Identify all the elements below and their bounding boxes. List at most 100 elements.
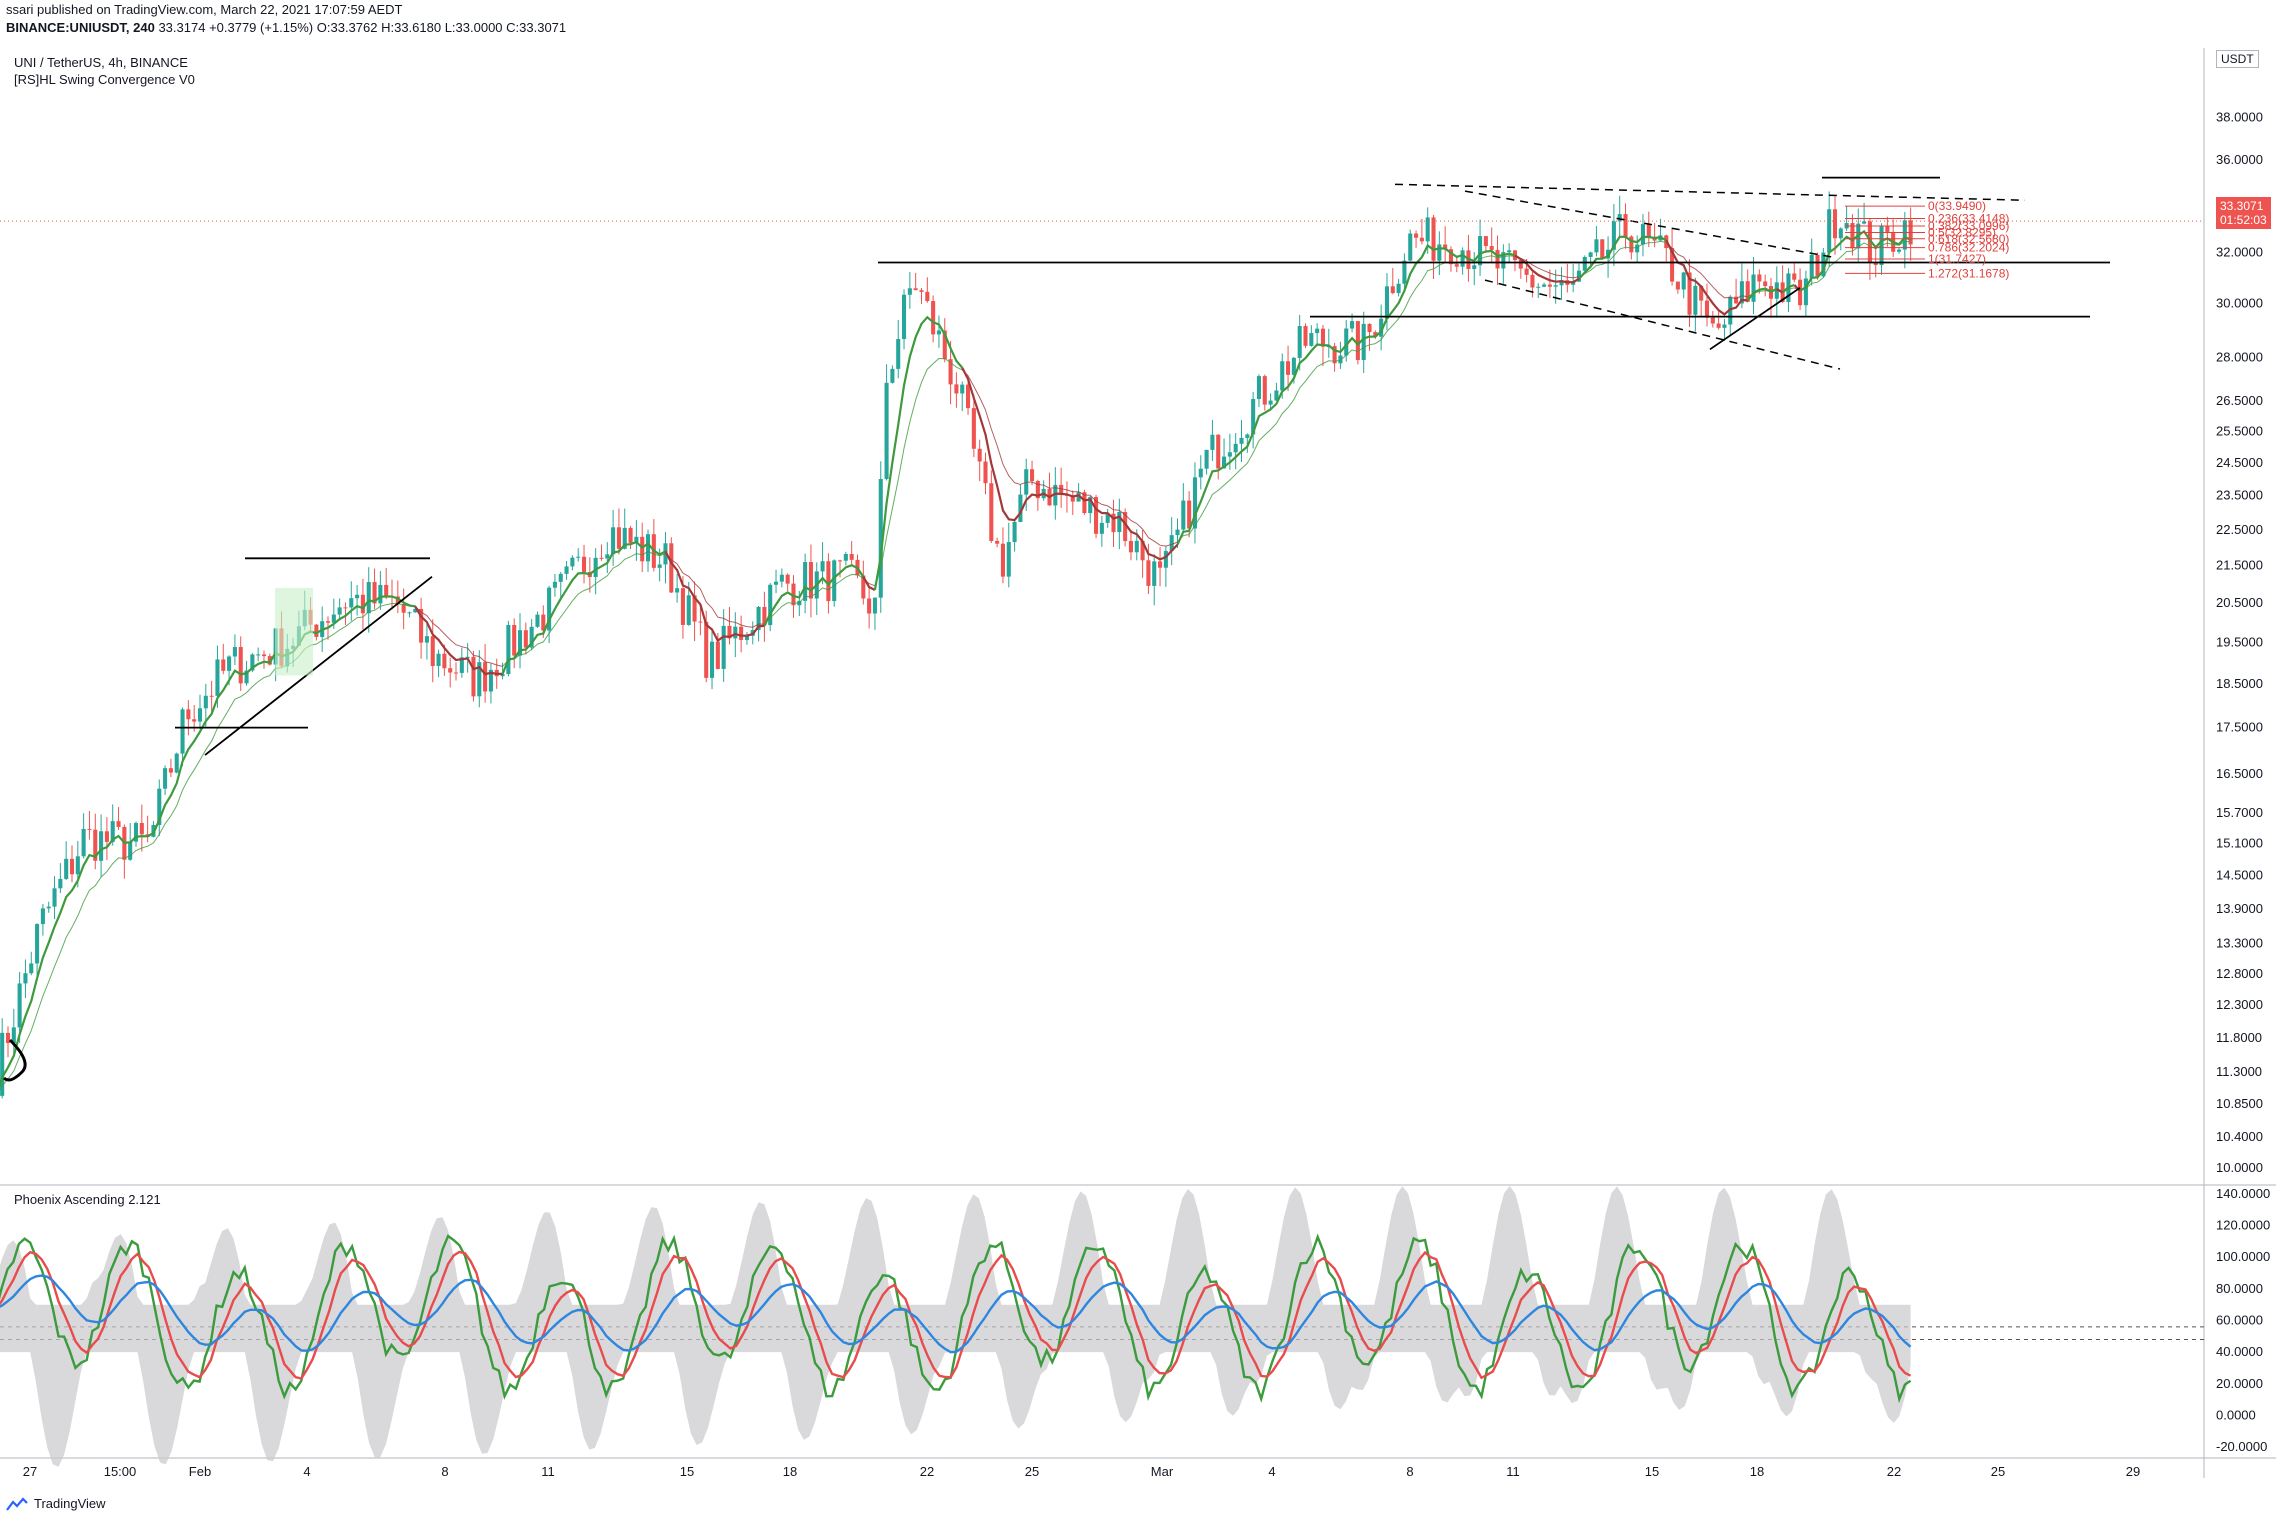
candle-body <box>1611 221 1616 250</box>
time-tick-label: 8 <box>441 1464 448 1479</box>
candle-body <box>692 595 697 622</box>
candle-body <box>40 908 45 925</box>
candle-body <box>1734 296 1739 304</box>
candle-body <box>1704 300 1710 318</box>
candle-body <box>1448 249 1454 265</box>
currency-unit-badge[interactable]: USDT <box>2216 50 2259 68</box>
candle-body <box>1873 262 1878 266</box>
candle-body <box>1088 497 1093 514</box>
time-tick-label: 27 <box>23 1464 37 1479</box>
candle-body <box>1291 357 1296 375</box>
drawings <box>2 176 2110 1082</box>
candle-body <box>1035 481 1040 499</box>
candle-body <box>686 595 691 625</box>
candle-body <box>791 583 796 606</box>
ma-slow-line <box>1799 240 1911 291</box>
candle-body <box>611 527 616 555</box>
symbol-label: BINANCE:UNIUSDT, 240 <box>6 20 155 35</box>
time-tick-label: 4 <box>303 1464 310 1479</box>
candle-body <box>599 557 604 559</box>
candle-body <box>785 574 790 584</box>
time-tick-label: Feb <box>189 1464 211 1479</box>
tradingview-logo-icon <box>6 1496 28 1511</box>
candle-body <box>768 584 773 626</box>
candle-body <box>227 656 232 671</box>
candle-body <box>1710 317 1715 324</box>
candle-body <box>203 695 208 709</box>
candle-body <box>1018 494 1023 522</box>
trend-line <box>204 575 433 756</box>
candle-body <box>1675 281 1680 290</box>
candle-body <box>744 635 749 640</box>
price-tick-label: 30.0000 <box>2216 295 2263 310</box>
candle-body <box>384 584 389 596</box>
candle-body <box>1216 434 1221 469</box>
fib-level-label: 0.618(32.5680) <box>1928 232 2009 246</box>
candle-body <box>1094 497 1099 534</box>
candle-body <box>244 670 249 684</box>
candle-body <box>29 963 34 974</box>
candle-body <box>971 408 976 449</box>
candle-body <box>337 607 342 615</box>
candle-body <box>593 557 598 578</box>
oscillator-axis: 140.0000 120.0000 100.0000 80.0000 60.0000 40… <box>0 1186 2270 1454</box>
candle-body <box>1809 254 1814 279</box>
price-tick-label: 38.0000 <box>2216 109 2263 124</box>
price-tick-label: 11.8000 <box>2216 1030 2262 1045</box>
price-tick-label: 14.5000 <box>2216 868 2263 883</box>
candle-body <box>395 596 400 604</box>
time-tick-label: 8 <box>1406 1464 1413 1479</box>
candle-body <box>314 624 319 638</box>
candle-body <box>902 294 907 340</box>
candle-body <box>1798 279 1803 306</box>
candle-body <box>1902 220 1907 250</box>
candle-body <box>1396 283 1401 294</box>
candle-body <box>826 561 831 602</box>
candle-body <box>989 483 994 541</box>
candle-body <box>331 614 336 623</box>
candle-body <box>739 626 744 640</box>
candle-body <box>919 290 924 292</box>
price-tick-label: 32.0000 <box>2216 245 2263 260</box>
candle-body <box>1128 541 1133 553</box>
candle-body <box>1827 209 1832 253</box>
candle-body <box>680 588 685 625</box>
publish-text: ssari published on TradingView.com, Marc… <box>6 2 403 17</box>
candle-body <box>261 654 267 657</box>
candle-body <box>1838 228 1843 239</box>
candle-body <box>1320 328 1326 347</box>
candle-body <box>884 382 889 480</box>
candle-body <box>1140 540 1145 561</box>
price-tick-label: 23.5000 <box>2216 488 2263 503</box>
candle-body <box>1576 270 1582 282</box>
candle-body <box>1070 495 1075 502</box>
candle-body <box>1192 477 1197 529</box>
symbol-ohlc-line: BINANCE:UNIUSDT, 240 33.3174 +0.3779 (+1… <box>6 20 566 35</box>
price-axis: 38.000036.000034.000032.000030.000028.00… <box>2216 48 2263 1175</box>
candle-body <box>1553 285 1558 287</box>
candle-body <box>709 641 715 678</box>
candle-body <box>1699 285 1704 301</box>
candle-body <box>535 614 540 627</box>
price-tick-label: 13.9000 <box>2216 901 2263 916</box>
candle-body <box>1617 214 1622 222</box>
candle-body <box>1059 484 1064 495</box>
candle-body <box>128 841 133 860</box>
candle-body <box>1716 323 1721 328</box>
candle-body <box>1390 286 1395 294</box>
candle-body <box>1472 265 1477 269</box>
candle-body <box>581 556 587 572</box>
oscillator-tick-label: 20.0000 <box>2216 1376 2263 1391</box>
oscillator-legend: Phoenix Ascending 2.121 <box>14 1192 161 1207</box>
ma-fast-line <box>873 315 964 591</box>
candle-body <box>558 573 563 582</box>
candle-body <box>1030 469 1035 482</box>
candle-body <box>1152 561 1157 586</box>
candle-body <box>733 626 738 639</box>
candle-body <box>931 301 936 335</box>
oscillator-green-line <box>0 1233 1912 1404</box>
candle-body <box>1862 221 1867 224</box>
time-tick-label: 4 <box>1268 1464 1275 1479</box>
candle-body <box>1000 543 1005 577</box>
ma-slow-line <box>0 603 416 1091</box>
